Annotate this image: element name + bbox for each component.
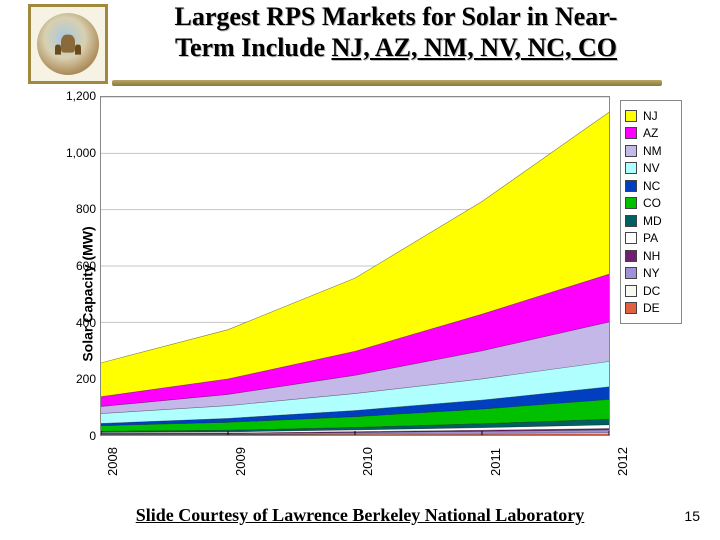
- legend-item: NY: [625, 266, 677, 280]
- legend-swatch: [625, 110, 637, 122]
- y-tick-label: 0: [60, 429, 96, 443]
- legend-swatch: [625, 180, 637, 192]
- stacked-area-svg: [101, 97, 609, 435]
- legend-label: DC: [643, 284, 660, 298]
- legend-item: NC: [625, 179, 677, 193]
- legend-swatch: [625, 250, 637, 262]
- legend-label: NH: [643, 249, 660, 263]
- x-tick-label: 2011: [488, 448, 503, 476]
- legend-label: PA: [643, 231, 658, 245]
- legend-item: NJ: [625, 109, 677, 123]
- y-tick-label: 1,000: [60, 146, 96, 160]
- x-tick-label: 2008: [105, 447, 120, 476]
- legend-item: CO: [625, 196, 677, 210]
- state-seal-logo: [28, 4, 108, 84]
- x-tick-label: 2012: [615, 447, 630, 476]
- x-tick-label: 2010: [360, 447, 375, 476]
- y-tick-label: 600: [60, 259, 96, 273]
- page-number: 15: [684, 508, 700, 524]
- y-tick-label: 1,200: [60, 89, 96, 103]
- legend-swatch: [625, 197, 637, 209]
- y-tick-label: 400: [60, 316, 96, 330]
- legend-swatch: [625, 127, 637, 139]
- legend-label: NY: [643, 266, 660, 280]
- legend-item: NV: [625, 161, 677, 175]
- legend-item: NH: [625, 249, 677, 263]
- legend-label: NJ: [643, 109, 658, 123]
- y-tick-label: 800: [60, 202, 96, 216]
- legend-label: NV: [643, 161, 660, 175]
- slide-credit: Slide Courtesy of Lawrence Berkeley Nati…: [0, 505, 720, 526]
- legend-item: DC: [625, 284, 677, 298]
- x-tick-label: 2009: [233, 447, 248, 476]
- legend-item: MD: [625, 214, 677, 228]
- title-line-1: Largest RPS Markets for Solar in Near-: [175, 2, 618, 31]
- legend-swatch: [625, 232, 637, 244]
- slide-title: Largest RPS Markets for Solar in Near- T…: [116, 2, 676, 63]
- legend-swatch: [625, 145, 637, 157]
- legend-item: PA: [625, 231, 677, 245]
- solar-capacity-chart: Solar Capacity (MW) NJ AZ NM NV NC CO MD PA NH NY…: [30, 96, 690, 491]
- seal-graphic: [37, 13, 99, 75]
- title-line-2a: Term Include: [175, 33, 332, 62]
- legend-swatch: [625, 215, 637, 227]
- legend: NJ AZ NM NV NC CO MD PA NH NY DC DE: [620, 100, 682, 324]
- title-underline-bar: [112, 80, 662, 86]
- legend-label: CO: [643, 196, 661, 210]
- legend-swatch: [625, 267, 637, 279]
- legend-label: NC: [643, 179, 660, 193]
- legend-swatch: [625, 162, 637, 174]
- legend-swatch: [625, 302, 637, 314]
- legend-item: DE: [625, 301, 677, 315]
- legend-swatch: [625, 285, 637, 297]
- legend-item: NM: [625, 144, 677, 158]
- title-line-2-states: NJ, AZ, NM, NV, NC, CO: [331, 33, 617, 62]
- y-tick-label: 200: [60, 372, 96, 386]
- plot-area: [100, 96, 610, 436]
- y-axis-label: Solar Capacity (MW): [80, 226, 96, 361]
- legend-label: NM: [643, 144, 662, 158]
- legend-label: AZ: [643, 126, 658, 140]
- legend-label: MD: [643, 214, 662, 228]
- legend-label: DE: [643, 301, 660, 315]
- legend-item: AZ: [625, 126, 677, 140]
